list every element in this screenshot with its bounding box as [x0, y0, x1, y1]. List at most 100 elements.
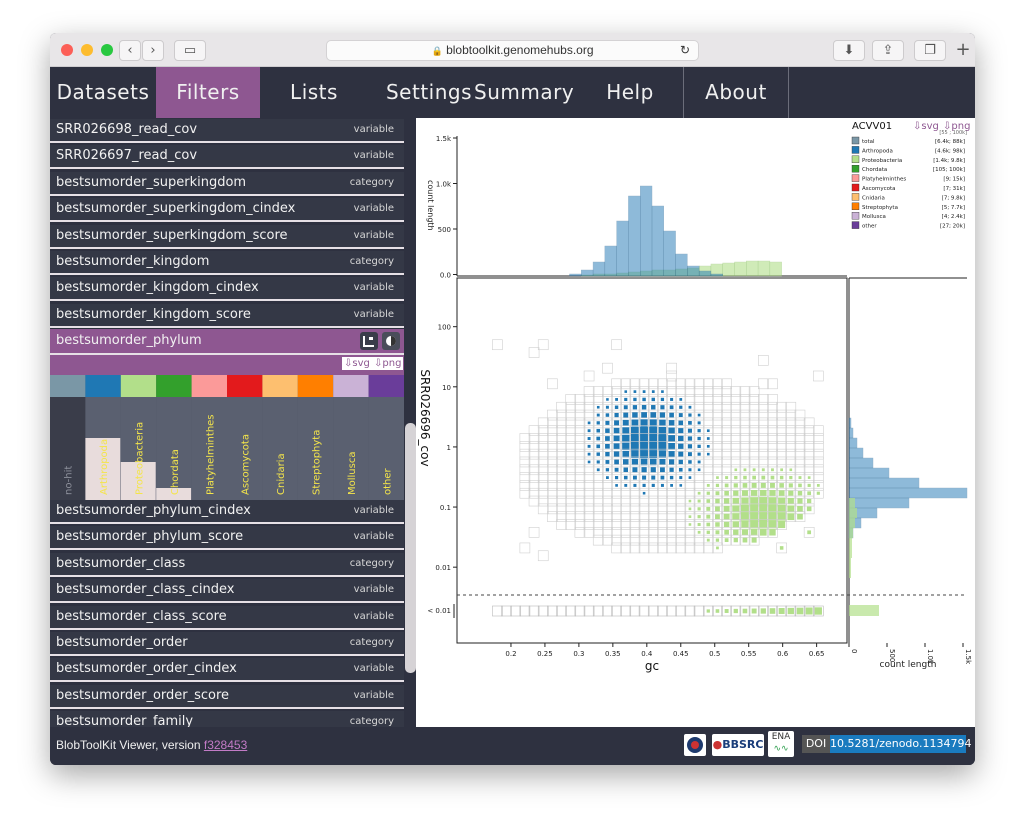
x-tick-label: 0.4	[641, 650, 653, 658]
field-row[interactable]: bestsumorder_kingdom_score variable	[50, 303, 404, 328]
category-swatch[interactable]	[191, 375, 227, 397]
uni-edinburgh-logo[interactable]	[684, 734, 706, 756]
field-row[interactable]: bestsumorder_superkingdom category	[50, 171, 404, 196]
field-row[interactable]: bestsumorder_order category	[50, 632, 404, 656]
sidebar-toggle-icon[interactable]: ▭	[174, 40, 206, 61]
bin-point	[816, 484, 820, 487]
field-row[interactable]: SRR026698_read_cov variable	[50, 119, 404, 143]
bin-point	[761, 468, 765, 472]
address-bar[interactable]: 🔒 blobtoolkit.genomehubs.org ↻	[326, 40, 699, 61]
bbsrc-logo[interactable]: ●BBSRC	[712, 734, 764, 756]
histogram-mode-icon[interactable]	[360, 332, 378, 350]
bin-outline	[712, 495, 723, 507]
minimize-window-icon[interactable]	[81, 44, 93, 56]
bin-outline	[638, 519, 650, 530]
field-row[interactable]: bestsumorder_order_cindex variable	[50, 658, 404, 683]
invert-icon[interactable]	[382, 332, 400, 350]
category-column[interactable]	[262, 397, 298, 500]
download-png-button[interactable]: ⇩png	[372, 357, 404, 370]
plot-download-svg[interactable]: ⇩svg	[913, 121, 939, 132]
field-row[interactable]: bestsumorder_class_cindex variable	[50, 579, 404, 604]
field-row[interactable]: bestsumorder_superkingdom_cindex variable	[50, 198, 404, 223]
field-row[interactable]: bestsumorder_kingdom_cindex variable	[50, 277, 404, 302]
category-swatch[interactable]	[227, 375, 263, 397]
reload-icon[interactable]: ↻	[679, 43, 690, 57]
bin-outline	[675, 425, 687, 436]
bin-outline	[556, 464, 567, 476]
forward-icon[interactable]: ›	[142, 40, 164, 61]
field-row[interactable]: bestsumorder_class_score variable	[50, 605, 404, 630]
category-column[interactable]	[368, 397, 404, 500]
tabs-icon[interactable]: ❐	[914, 40, 946, 61]
field-type: variable	[353, 531, 394, 543]
nav-filters[interactable]: Filters	[156, 67, 260, 118]
bin-point	[668, 442, 675, 450]
plot-download-png[interactable]: ⇩png	[943, 121, 970, 132]
new-tab-icon[interactable]: +	[955, 39, 971, 60]
field-row[interactable]: bestsumorder_phylum_cindex variable	[50, 500, 404, 524]
category-swatch[interactable]	[297, 375, 334, 397]
right-hist-bar	[848, 487, 968, 499]
ena-logo[interactable]: ENA ∿∿	[768, 731, 794, 757]
field-type: variable	[353, 584, 394, 596]
category-column[interactable]	[156, 397, 192, 500]
zoom-window-icon[interactable]	[101, 44, 113, 56]
download-svg-button[interactable]: ⇩svg	[342, 357, 372, 370]
category-swatch[interactable]	[262, 375, 298, 397]
category-column[interactable]	[191, 397, 227, 500]
category-swatch[interactable]	[156, 375, 192, 397]
nav-lists[interactable]: Lists	[290, 80, 338, 104]
bin-point	[658, 442, 667, 451]
sidebar-scrollbar[interactable]	[405, 423, 416, 673]
bin-point	[632, 467, 638, 473]
bin-outline	[712, 464, 723, 476]
bin-point	[658, 434, 667, 443]
field-row[interactable]: bestsumorder_kingdom category	[50, 251, 404, 275]
bin-point	[596, 421, 600, 425]
category-column[interactable]	[333, 397, 369, 500]
bin-point	[606, 476, 609, 479]
bin-point	[743, 475, 747, 480]
field-row[interactable]: bestsumorder_phylum_score variable	[50, 526, 404, 551]
category-column[interactable]	[50, 397, 86, 500]
category-swatch[interactable]	[85, 375, 121, 397]
back-icon[interactable]: ‹	[119, 40, 141, 61]
category-swatch[interactable]	[368, 375, 404, 397]
field-row-active[interactable]: bestsumorder_phylum	[50, 329, 404, 355]
category-column[interactable]	[227, 397, 263, 500]
bin-outline	[748, 401, 760, 413]
close-window-icon[interactable]	[61, 44, 73, 56]
field-row[interactable]: SRR026697_read_cov variable	[50, 145, 404, 170]
category-swatch[interactable]	[333, 375, 369, 397]
nav-summary[interactable]: Summary	[474, 80, 575, 104]
share-icon[interactable]: ⇪	[872, 40, 904, 61]
nav-settings[interactable]: Settings	[385, 80, 473, 104]
bin-outline	[803, 425, 815, 436]
bin-outline	[675, 472, 687, 483]
bin-outline	[528, 495, 540, 507]
bin-outline	[712, 472, 723, 483]
nav-about[interactable]: About	[705, 80, 767, 104]
version-link[interactable]: f328453	[203, 738, 248, 752]
category-swatch[interactable]	[50, 375, 86, 397]
legend-value: [4.6k; 98k]	[935, 148, 965, 154]
category-swatch[interactable]	[120, 375, 157, 397]
field-row[interactable]: bestsumorder_class category	[50, 552, 404, 577]
nav-datasets[interactable]: Datasets	[56, 80, 150, 104]
bin-outline	[748, 409, 760, 421]
field-type: category	[349, 637, 394, 648]
bin-outline	[620, 464, 632, 476]
field-row[interactable]: bestsumorder_order_score variable	[50, 684, 404, 709]
nav-help[interactable]: Help	[606, 80, 654, 104]
field-row[interactable]: bestsumorder_superkingdom_score variable	[50, 224, 404, 249]
low-bin-point	[778, 608, 785, 614]
field-row[interactable]: bestsumorder_family category	[50, 711, 404, 727]
doi-badge[interactable]: DOI 10.5281/zenodo.1134794	[802, 735, 971, 753]
bin-outline	[702, 511, 714, 522]
download-icon[interactable]: ⬇	[833, 40, 865, 61]
bin-point	[630, 434, 639, 443]
bin-outline	[693, 527, 705, 538]
legend-value: [4; 2.4k]	[942, 214, 965, 220]
category-column[interactable]	[297, 397, 334, 500]
bin-point	[779, 546, 784, 550]
